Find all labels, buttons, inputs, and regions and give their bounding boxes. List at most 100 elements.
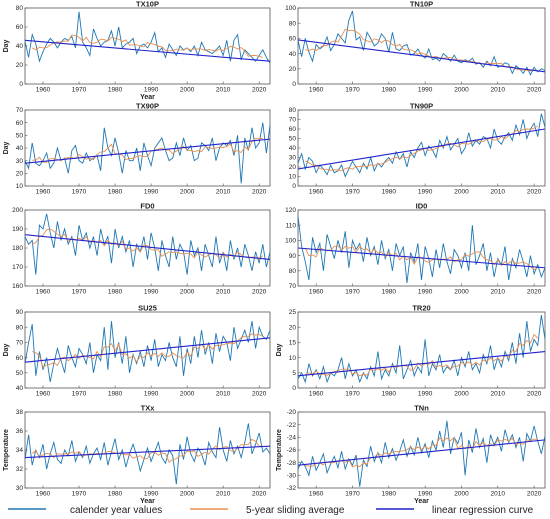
x-tick-label: 2020 bbox=[527, 289, 542, 296]
y-tick-label: 100 bbox=[285, 238, 296, 245]
y-tick-label: 50 bbox=[289, 136, 297, 143]
y-tick-label: 50 bbox=[16, 370, 24, 377]
x-tick-label: 2010 bbox=[491, 87, 506, 94]
series-calendar-year-values bbox=[298, 10, 545, 76]
x-axis-label: Year bbox=[140, 498, 155, 505]
series-linear-regression bbox=[25, 337, 270, 363]
series-group bbox=[25, 321, 270, 383]
y-tick-label: 40 bbox=[16, 43, 24, 50]
x-tick-label: 1980 bbox=[382, 87, 397, 94]
x-tick-label: 2000 bbox=[454, 87, 469, 94]
y-tick-label: 60 bbox=[289, 126, 297, 133]
x-tick-label: 1960 bbox=[36, 87, 51, 94]
x-tick-label: 1980 bbox=[108, 87, 123, 94]
x-tick-label: 2010 bbox=[216, 189, 231, 196]
y-axis-label: Temperature bbox=[276, 429, 283, 471]
y-tick-label: 20 bbox=[289, 66, 297, 73]
series-calendar-year-values bbox=[25, 122, 270, 184]
x-tick-label: 2000 bbox=[180, 87, 195, 94]
y-tick-label: 10 bbox=[289, 355, 297, 362]
plot-area bbox=[297, 311, 546, 389]
y-tick-label: 40 bbox=[16, 145, 24, 152]
x-tick-label: 1960 bbox=[309, 289, 324, 296]
x-tick-label: 1960 bbox=[309, 491, 324, 498]
y-tick-label: -28 bbox=[287, 460, 297, 467]
y-axis-label: Temperature bbox=[3, 429, 10, 471]
series-calendar-year-values bbox=[298, 216, 545, 284]
series-5-year-sliding-average bbox=[305, 333, 539, 377]
y-tick-label: 90 bbox=[16, 309, 24, 316]
x-tick-label: 1980 bbox=[108, 289, 123, 296]
y-tick-label: 25 bbox=[289, 309, 297, 316]
series-linear-regression bbox=[298, 39, 545, 73]
x-tick-label: 1970 bbox=[72, 391, 87, 398]
y-tick-label: 200 bbox=[12, 207, 23, 214]
x-tick-label: 2020 bbox=[252, 491, 267, 498]
x-axis-label: Year bbox=[140, 94, 155, 101]
series-group bbox=[298, 10, 545, 76]
y-axis-label: Day bbox=[3, 39, 10, 52]
plot-area bbox=[24, 7, 271, 85]
x-tick-label: 1980 bbox=[382, 491, 397, 498]
x-tick-label: 2010 bbox=[491, 391, 506, 398]
y-tick-label: 0 bbox=[292, 385, 296, 392]
series-group bbox=[25, 423, 270, 485]
series-5-year-sliding-average bbox=[32, 137, 263, 163]
x-tick-label: 1990 bbox=[144, 289, 159, 296]
y-tick-label: -32 bbox=[287, 485, 297, 492]
x-axis-label: Year bbox=[414, 498, 429, 505]
y-tick-label: 70 bbox=[289, 117, 297, 124]
y-tick-label: 38 bbox=[16, 409, 24, 416]
y-tick-label: -20 bbox=[287, 409, 297, 416]
series-group bbox=[25, 11, 270, 64]
y-tick-label: 100 bbox=[285, 5, 296, 12]
x-tick-label: 1990 bbox=[418, 189, 433, 196]
y-tick-label: 80 bbox=[289, 268, 297, 275]
x-tick-label: 1960 bbox=[36, 189, 51, 196]
panel-tnn: TNn -32 -30 -28 -26 -24 -22 -20 1960 1970 1980 1990… bbox=[276, 404, 546, 505]
panel-tr20: TR20 0 5 10 15 20 25 1960 1970 1980 1990 2000 2010 20… bbox=[276, 304, 546, 398]
x-tick-label: 1970 bbox=[72, 189, 87, 196]
panel-fd0: FD0 160 170 180 190 200 1960 1970 1980 1990 2000 20… bbox=[12, 202, 271, 296]
y-tick-label: 10 bbox=[289, 174, 297, 181]
x-tick-label: 1970 bbox=[345, 189, 360, 196]
x-tick-label: 1970 bbox=[345, 391, 360, 398]
series-calendar-year-values bbox=[298, 113, 545, 178]
x-tick-label: 2020 bbox=[252, 289, 267, 296]
legend-label-calendar: calender year values bbox=[70, 505, 162, 516]
y-tick-label: 190 bbox=[12, 226, 23, 233]
series-linear-regression bbox=[298, 350, 545, 377]
y-tick-label: 34 bbox=[16, 447, 24, 454]
series-linear-regression bbox=[25, 234, 270, 260]
panel-title: TX90P bbox=[136, 102, 159, 111]
panel-title: ID0 bbox=[416, 202, 428, 211]
y-tick-label: 70 bbox=[289, 283, 297, 290]
y-tick-label: 80 bbox=[289, 107, 297, 114]
series-5-year-sliding-average bbox=[32, 333, 263, 369]
y-tick-label: 120 bbox=[285, 207, 296, 214]
x-tick-label: 2020 bbox=[527, 491, 542, 498]
x-tick-label: 2000 bbox=[454, 491, 469, 498]
panel-title: SU25 bbox=[138, 304, 157, 313]
x-tick-label: 1990 bbox=[144, 491, 159, 498]
x-tick-label: 1970 bbox=[72, 87, 87, 94]
series-calendar-year-values bbox=[25, 423, 270, 485]
y-tick-label: -24 bbox=[287, 435, 297, 442]
y-tick-label: 5 bbox=[292, 370, 296, 377]
y-axis-label: Day bbox=[276, 343, 283, 356]
x-tick-label: 1980 bbox=[108, 391, 123, 398]
y-tick-label: -22 bbox=[287, 422, 297, 429]
series-group bbox=[298, 113, 545, 178]
panel-title: FD0 bbox=[140, 202, 154, 211]
x-tick-label: 1990 bbox=[418, 87, 433, 94]
x-tick-label: 2020 bbox=[527, 391, 542, 398]
x-tick-label: 1980 bbox=[108, 189, 123, 196]
plot-area bbox=[297, 209, 546, 287]
y-axis-label: Day bbox=[3, 343, 10, 356]
x-tick-label: 2020 bbox=[527, 87, 542, 94]
series-group bbox=[25, 213, 270, 275]
x-tick-label: 2010 bbox=[491, 189, 506, 196]
y-tick-label: 0 bbox=[292, 81, 296, 88]
series-5-year-sliding-average bbox=[305, 436, 538, 468]
panel-tx10p: TX10P 0 20 40 60 80 1960 1970 1980 1990 2000 2010 20… bbox=[3, 0, 271, 101]
